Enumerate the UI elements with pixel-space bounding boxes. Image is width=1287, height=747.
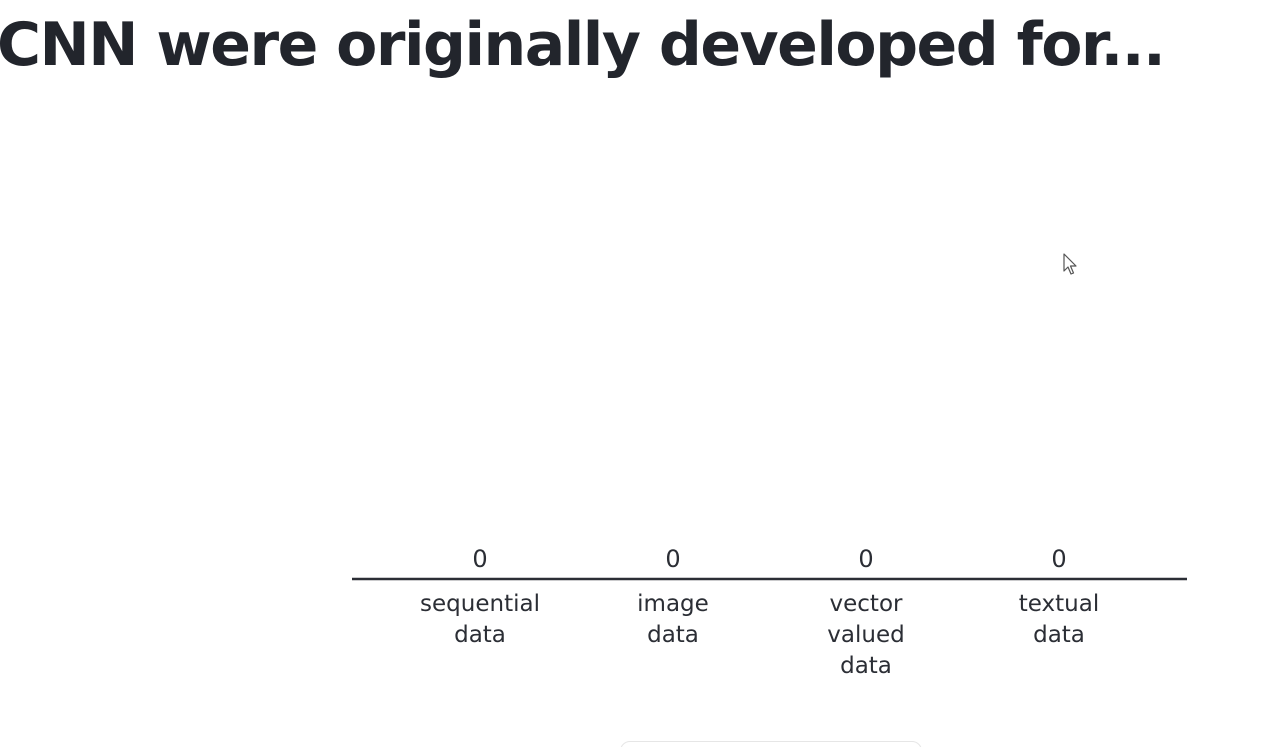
category-label: data bbox=[647, 622, 699, 648]
category-label: image bbox=[637, 591, 709, 617]
category-label: data bbox=[840, 653, 892, 679]
slide-title: CNN were originally developed for... bbox=[0, 10, 1166, 80]
mouse-pointer-icon bbox=[1063, 253, 1077, 275]
category-label: data bbox=[1033, 622, 1085, 648]
category-label: data bbox=[454, 622, 506, 648]
bar-value-label: 0 bbox=[472, 545, 487, 573]
bottom-control-edge bbox=[620, 741, 922, 747]
category-label: sequential bbox=[420, 591, 540, 617]
bar-value-label: 0 bbox=[665, 545, 680, 573]
category-label: vector bbox=[830, 591, 903, 617]
bar-value-label: 0 bbox=[1051, 545, 1066, 573]
category-label: textual bbox=[1019, 591, 1099, 617]
bar-value-label: 0 bbox=[858, 545, 873, 573]
category-label: valued bbox=[827, 622, 904, 648]
